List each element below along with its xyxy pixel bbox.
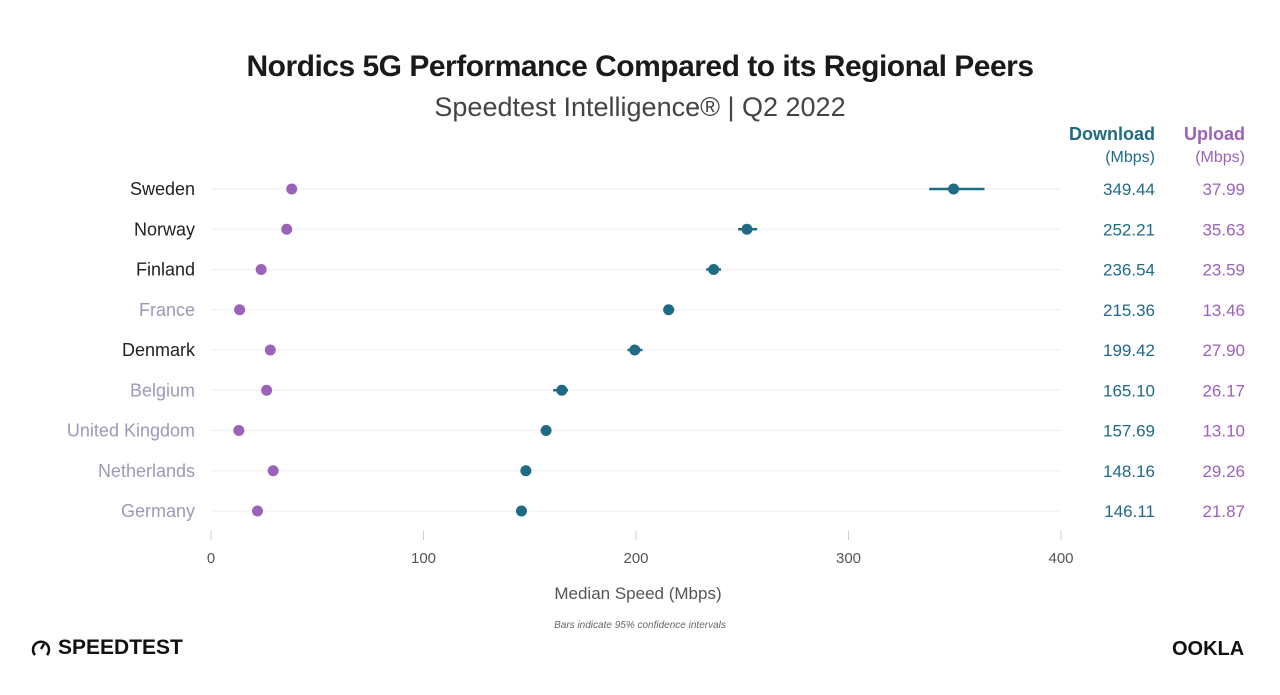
download-dot: [741, 223, 753, 235]
download-dot: [629, 344, 641, 356]
upload-value: 37.99: [1202, 180, 1245, 199]
download-value: 215.36: [1103, 301, 1155, 320]
category-label: Finland: [136, 260, 195, 280]
upload-value: 29.26: [1202, 462, 1245, 481]
upload-unit: (Mbps): [1195, 149, 1245, 166]
upload-dot: [233, 425, 245, 436]
upload-dot: [261, 384, 273, 396]
download-dot: [708, 264, 720, 275]
x-tick-label: 200: [623, 550, 648, 567]
category-label: Norway: [134, 219, 195, 239]
category-label: Denmark: [122, 340, 196, 360]
x-axis-label: Median Speed (Mbps): [554, 584, 721, 603]
x-tick-label: 400: [1048, 550, 1073, 567]
download-unit: (Mbps): [1105, 149, 1155, 166]
upload-value: 27.90: [1202, 341, 1245, 360]
chart-subtitle: Speedtest Intelligence® | Q2 2022: [434, 92, 846, 122]
upload-value: 13.10: [1202, 422, 1245, 441]
upload-dot: [286, 183, 298, 195]
upload-value: 21.87: [1202, 502, 1245, 521]
speedometer-icon: [31, 640, 51, 656]
speedtest-logo: SPEEDTEST: [30, 636, 183, 660]
upload-value: 13.46: [1202, 301, 1245, 320]
chart-title: Nordics 5G Performance Compared to its R…: [246, 50, 1034, 83]
download-dot: [663, 304, 675, 316]
download-value: 349.44: [1103, 180, 1155, 199]
download-value: 146.11: [1104, 502, 1155, 521]
download-value: 165.10: [1103, 381, 1155, 400]
ookla-logo: OOKLA: [1172, 638, 1245, 660]
upload-dot: [255, 264, 267, 275]
download-value: 236.54: [1103, 261, 1155, 280]
upload-value: 26.17: [1202, 381, 1245, 400]
download-value: 252.21: [1103, 220, 1155, 239]
category-label: Netherlands: [98, 461, 195, 481]
x-tick-label: 0: [207, 550, 215, 567]
download-dot: [540, 425, 552, 436]
speedtest-wordmark: SPEEDTEST: [58, 636, 183, 659]
download-dot: [948, 183, 960, 195]
download-dot: [520, 465, 532, 477]
upload-column-header: Upload: [1184, 124, 1245, 144]
download-dot: [556, 384, 568, 396]
upload-dot: [264, 344, 276, 356]
download-dot: [515, 505, 527, 517]
download-value: 199.42: [1103, 341, 1155, 360]
category-label: Belgium: [130, 380, 195, 400]
download-value: 157.69: [1103, 422, 1155, 441]
download-column-header: Download: [1069, 124, 1155, 144]
category-label: France: [139, 300, 195, 320]
upload-dot: [234, 304, 246, 316]
x-tick-label: 100: [411, 550, 436, 567]
upload-dot: [267, 465, 279, 477]
category-label: Germany: [121, 501, 195, 521]
footnote: Bars indicate 95% confidence intervals: [554, 620, 726, 631]
category-label: United Kingdom: [67, 421, 195, 441]
upload-dot: [281, 223, 293, 235]
download-value: 148.16: [1103, 462, 1155, 481]
upload-value: 35.63: [1202, 220, 1245, 239]
category-label: Sweden: [130, 179, 195, 199]
upload-dot: [251, 505, 263, 517]
upload-value: 23.59: [1202, 261, 1245, 280]
x-tick-label: 300: [836, 550, 861, 567]
